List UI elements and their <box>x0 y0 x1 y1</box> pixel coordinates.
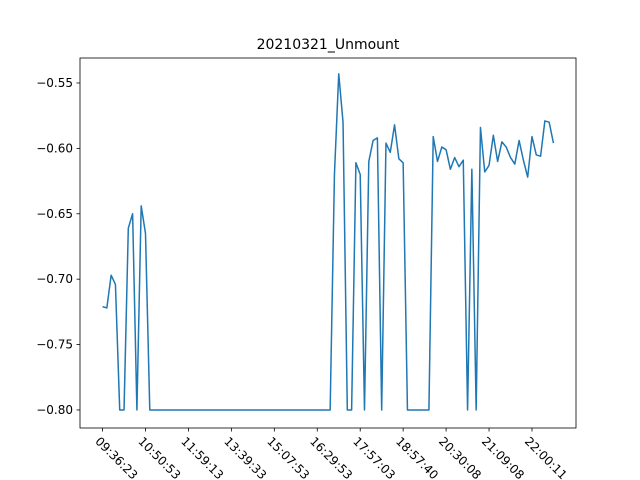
x-tick-label: 20:30:08 <box>436 434 484 480</box>
y-tick-label: −0.60 <box>36 141 73 155</box>
x-tick-label: 22:00:11 <box>522 434 570 480</box>
x-tick-label: 10:50:53 <box>135 434 183 480</box>
chart-title: 20210321_Unmount <box>257 37 400 53</box>
x-tick-label: 13:39:33 <box>221 434 269 480</box>
x-tick-label: 18:57:40 <box>393 434 441 480</box>
x-tick-label: 16:29:53 <box>307 434 355 480</box>
x-tick-label: 11:59:13 <box>178 434 226 480</box>
plot-frame <box>79 57 577 429</box>
x-tick-label: 15:07:53 <box>264 434 312 480</box>
x-tick-label: 17:57:03 <box>350 434 398 480</box>
y-tick-label: −0.55 <box>36 76 73 90</box>
x-tick-label: 09:36:23 <box>92 434 140 480</box>
y-tick-label: −0.75 <box>36 338 73 352</box>
y-tick-label: −0.65 <box>36 207 73 221</box>
y-tick-label: −0.80 <box>36 403 73 417</box>
data-line <box>102 73 555 411</box>
x-tick-label: 21:09:08 <box>479 434 527 480</box>
y-tick-label: −0.70 <box>36 272 73 286</box>
